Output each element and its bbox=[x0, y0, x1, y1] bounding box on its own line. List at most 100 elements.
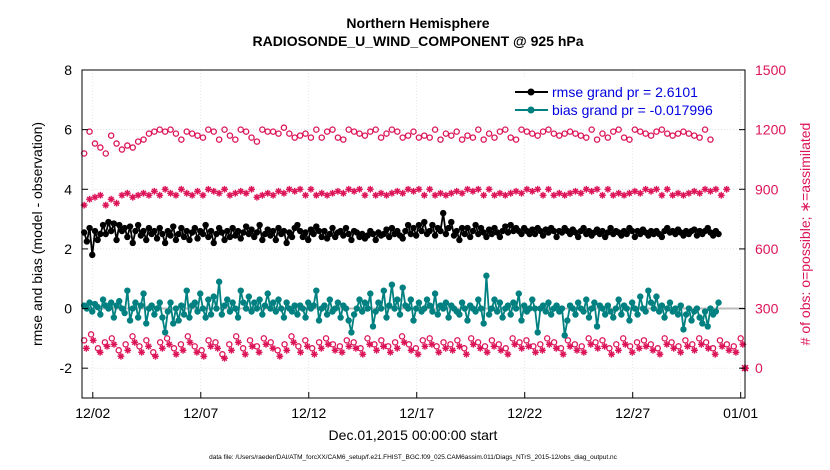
rmse-point bbox=[388, 224, 396, 232]
bias-point bbox=[529, 296, 536, 303]
obs-possible-low-point bbox=[619, 335, 627, 342]
bias-point bbox=[458, 299, 466, 306]
obs-low-stroke bbox=[532, 349, 539, 356]
bias-point bbox=[485, 311, 493, 318]
obs-assimilated-stroke bbox=[486, 186, 492, 193]
obs-assimilated-low-point bbox=[621, 340, 629, 348]
obs-assimilated-point bbox=[620, 191, 628, 199]
obs-assimilated-stroke bbox=[470, 188, 476, 195]
bias-point bbox=[105, 305, 112, 312]
rmse-point bbox=[269, 227, 277, 235]
obs-possible-low-point bbox=[564, 337, 572, 344]
rmse-point bbox=[280, 227, 288, 235]
obs-assimilated-point bbox=[555, 189, 563, 197]
rmse-point bbox=[229, 224, 236, 232]
obs-low-stroke bbox=[152, 353, 159, 360]
y-axis-right-label: # of obs: o=possible; ∗=assimilated bbox=[797, 123, 813, 346]
obs-assimilated-point bbox=[464, 185, 471, 193]
rmse-point bbox=[296, 227, 304, 235]
bias-point bbox=[326, 296, 334, 303]
bias-point bbox=[410, 317, 417, 324]
obs-low-stroke bbox=[256, 349, 262, 356]
obs-assimilated-low-point bbox=[241, 350, 249, 358]
bias-point bbox=[542, 308, 549, 315]
bias-point bbox=[132, 299, 139, 306]
bias-point bbox=[396, 311, 404, 318]
rmse-point bbox=[194, 235, 201, 242]
y-right-tick-label: 0 bbox=[755, 360, 763, 376]
obs-low-stroke bbox=[200, 353, 207, 360]
bias-point bbox=[148, 302, 155, 309]
obs-assimilated-low-point bbox=[442, 344, 450, 352]
obs-low-stroke bbox=[587, 341, 594, 348]
bias-point bbox=[178, 302, 185, 309]
obs-assimilated-stroke bbox=[410, 188, 417, 195]
obs-possible-point bbox=[118, 146, 126, 153]
obs-assimilated-point bbox=[280, 189, 288, 197]
x-tick-label: 12/02 bbox=[75, 405, 110, 421]
bias-point bbox=[151, 311, 158, 318]
obs-possible-point bbox=[199, 134, 207, 141]
obs-possible-point bbox=[690, 132, 698, 139]
obs-assimilated-stroke bbox=[200, 192, 206, 199]
obs-low-stroke bbox=[553, 345, 560, 352]
x-tick-label: 12/07 bbox=[183, 405, 218, 421]
obs-assimilated-point bbox=[269, 191, 277, 199]
rmse-point bbox=[445, 224, 452, 232]
obs-assimilated-stroke bbox=[329, 190, 336, 197]
obs-possible-point bbox=[307, 134, 315, 141]
x-tick-label: 12/27 bbox=[615, 405, 650, 421]
rmse-point bbox=[140, 227, 147, 235]
obs-assimilated-stroke bbox=[642, 186, 649, 193]
bias-point bbox=[372, 308, 379, 315]
obs-assimilated-stroke bbox=[513, 188, 519, 195]
rmse-point bbox=[221, 236, 228, 244]
bias-point bbox=[334, 299, 342, 306]
obs-assimilated-point bbox=[663, 185, 671, 193]
legend-bias-label: bias grand pr = -0.017996 bbox=[552, 102, 713, 118]
obs-assimilated-stroke bbox=[108, 196, 115, 203]
obs-assimilated-low-point bbox=[691, 346, 698, 354]
bias-point bbox=[377, 305, 385, 312]
obs-assimilated-stroke bbox=[712, 186, 719, 193]
bias-point bbox=[631, 305, 639, 312]
obs-possible-low-point bbox=[391, 339, 399, 346]
obs-possible-low-point bbox=[322, 335, 330, 342]
obs-possible-point bbox=[91, 140, 99, 147]
obs-assimilated-stroke bbox=[318, 190, 325, 197]
obs-assimilated-point bbox=[215, 189, 223, 197]
bias-point bbox=[156, 299, 163, 306]
obs-assimilated-point bbox=[512, 187, 520, 195]
series-layer bbox=[80, 124, 749, 373]
obs-low-stroke bbox=[242, 351, 249, 358]
obs-possible-point bbox=[172, 130, 180, 137]
rmse-point bbox=[437, 227, 444, 235]
obs-assimilated-stroke bbox=[86, 196, 93, 203]
obs-assimilated-low-point bbox=[248, 342, 256, 350]
obs-assimilated-point bbox=[599, 191, 606, 199]
obs-assimilated-stroke bbox=[356, 186, 363, 193]
obs-possible-low-point bbox=[447, 341, 454, 348]
obs-assimilated-stroke bbox=[502, 192, 509, 199]
obs-assimilated-point bbox=[539, 191, 547, 199]
bias-point bbox=[628, 299, 636, 306]
obs-assimilated-low-point bbox=[96, 348, 104, 356]
obs-low-stroke bbox=[539, 347, 546, 354]
obs-possible-low-point bbox=[578, 343, 585, 350]
obs-possible-point bbox=[583, 134, 590, 141]
obs-possible-low-point bbox=[661, 335, 668, 342]
obs-assimilated-stroke bbox=[680, 192, 687, 199]
obs-possible-low-point bbox=[682, 337, 689, 344]
obs-possible-point bbox=[431, 126, 439, 133]
bias-point bbox=[442, 299, 450, 306]
legend: rmse grand pr = 2.6101 bias grand pr = -… bbox=[508, 78, 740, 118]
obs-assimilated-low-point bbox=[552, 344, 560, 352]
obs-low-stroke bbox=[435, 349, 442, 356]
rmse-point bbox=[448, 218, 455, 226]
obs-possible-point bbox=[475, 126, 482, 133]
obs-possible-point bbox=[97, 144, 104, 151]
obs-assimilated-stroke bbox=[545, 186, 552, 193]
obs-possible-point bbox=[102, 150, 110, 157]
obs-low-stroke bbox=[276, 353, 283, 360]
obs-assimilated-stroke bbox=[216, 190, 223, 197]
